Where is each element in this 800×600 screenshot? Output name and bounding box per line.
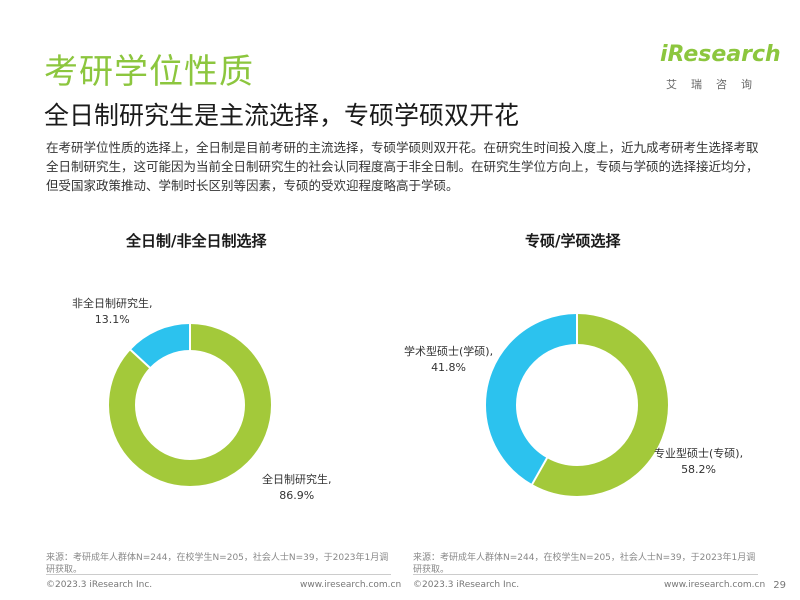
slice-label-parttime-name: 非全日制研究生, <box>72 297 153 310</box>
source-note-right: 来源：考研成年人群体N=244，在校学生N=205，社会人士N=39，于2023… <box>413 553 756 575</box>
slice-label-academic: 学术型硕士(学硕), 41.8% <box>404 344 493 376</box>
page-number: 29 <box>773 580 786 591</box>
slice-label-professional-name: 专业型硕士(专硕), <box>654 447 744 460</box>
footer-url-right: www.iresearch.com.cn <box>664 580 766 590</box>
footer-copyright-right: ©2023.3 iResearch Inc. <box>413 580 520 590</box>
slice-label-parttime-value: 13.1% <box>94 313 130 326</box>
slice-label-fulltime-value: 86.9% <box>279 489 315 502</box>
donut-slice-1-0 <box>486 314 668 496</box>
chart-title-degree: 专硕/学硕选择 <box>525 232 621 250</box>
footer-copyright-left: ©2023.3 iResearch Inc. <box>46 580 153 590</box>
footer-url-left: www.iresearch.com.cn <box>300 580 402 590</box>
slice-label-academic-name: 学术型硕士(学硕), <box>404 345 494 358</box>
donut-chart-fulltime <box>109 323 271 486</box>
page-subtitle: 全日制研究生是主流选择，专硕学硕双开花 <box>44 101 520 130</box>
slice-label-professional-value: 58.2% <box>681 463 717 476</box>
chart-title-fulltime: 全日制/非全日制选择 <box>126 232 267 250</box>
source-note-left: 来源：考研成年人群体N=244，在校学生N=205，社会人士N=39，于2023… <box>46 553 389 575</box>
donut-chart-degree <box>486 313 668 496</box>
donut-separator-1-1 <box>530 456 549 486</box>
iresearch-logo: iResearch 艾瑞咨询 <box>660 40 781 96</box>
slice-label-professional: 专业型硕士(专硕), 58.2% <box>654 446 743 478</box>
page-title: 考研学位性质 <box>44 52 254 92</box>
intro-paragraph: 在考研学位性质的选择上，全日制是目前考研的主流选择，专硕学硕则双开花。在研究生时… <box>46 140 759 193</box>
footer-divider-right <box>413 574 758 575</box>
slice-label-parttime: 非全日制研究生, 13.1% <box>72 296 153 328</box>
slice-label-fulltime: 全日制研究生, 86.9% <box>262 472 332 504</box>
logo-subtitle: 艾瑞咨询 <box>666 78 766 91</box>
footer-divider-left <box>46 574 391 575</box>
donut-separator-0-1 <box>129 348 152 370</box>
slice-label-academic-value: 41.8% <box>431 361 467 374</box>
slice-label-fulltime-name: 全日制研究生, <box>262 473 332 486</box>
donut-slice-0-0 <box>109 324 271 486</box>
logo-wordmark: iResearch <box>660 42 781 67</box>
